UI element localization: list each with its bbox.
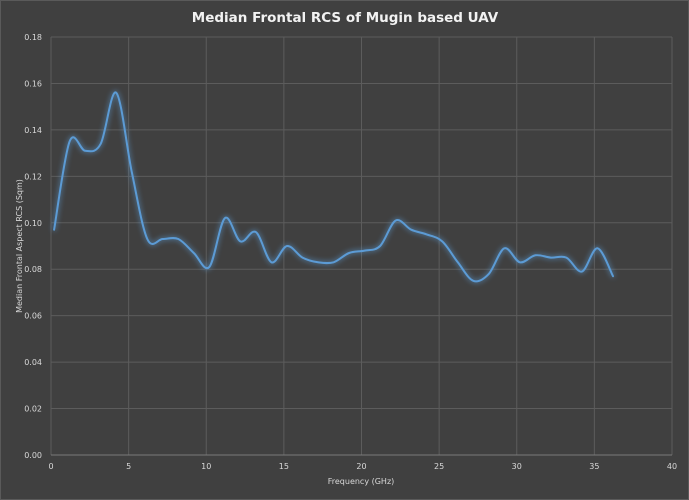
plot-area xyxy=(53,91,614,283)
y-axis-label: Median Frontal Aspect RCS (Sqm) xyxy=(15,179,24,313)
x-tick-label: 10 xyxy=(201,462,211,471)
y-tick-label: 0.14 xyxy=(24,126,42,135)
y-tick-label: 0.12 xyxy=(24,172,42,181)
gridlines xyxy=(50,36,673,455)
x-tick-label: 15 xyxy=(279,462,289,471)
y-tick-label: 0.10 xyxy=(24,219,42,228)
x-tick-label: 5 xyxy=(126,462,131,471)
x-tick-label: 25 xyxy=(434,462,444,471)
y-tick-label: 0.16 xyxy=(24,79,42,88)
x-tick-label: 35 xyxy=(589,462,599,471)
y-axis-ticks: 0.00 0.02 0.04 0.06 0.08 0.10 0.12 0.14 0.16 0.18 xyxy=(24,33,42,460)
x-tick-label: 20 xyxy=(356,462,366,471)
x-tick-label: 40 xyxy=(667,462,677,471)
y-tick-label: 0.18 xyxy=(24,33,42,42)
series-line xyxy=(53,91,614,283)
x-axis-ticks: 0 5 10 15 20 25 30 35 40 xyxy=(48,462,677,471)
y-tick-label: 0.06 xyxy=(24,312,42,321)
y-tick-label: 0.08 xyxy=(24,265,42,274)
y-tick-label: 0.04 xyxy=(24,358,42,367)
y-tick-label: 0.02 xyxy=(24,405,42,414)
x-axis-label: Frequency (GHz) xyxy=(328,477,395,486)
x-tick-label: 30 xyxy=(512,462,522,471)
y-tick-label: 0.00 xyxy=(24,451,42,460)
chart-title: Median Frontal RCS of Mugin based UAV xyxy=(192,10,499,26)
x-tick-label: 0 xyxy=(48,462,53,471)
